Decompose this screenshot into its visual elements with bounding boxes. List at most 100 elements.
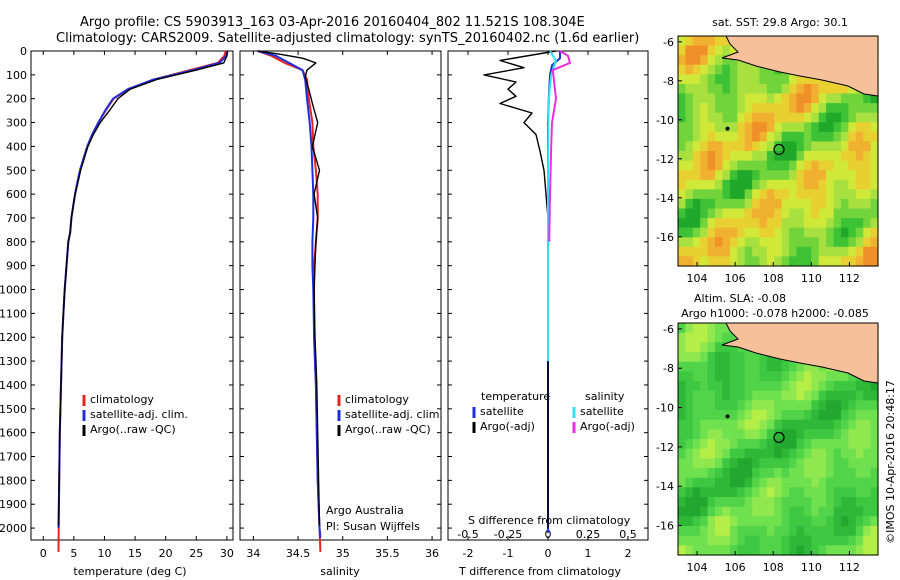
sla-map-cell [707,419,716,430]
sla-map-cell [692,468,701,479]
sst-map-cell [729,83,738,95]
sla-map-cell [841,506,849,517]
sla-map-cell [759,516,768,527]
sst-map-cell [774,103,783,114]
sla-map-cell [685,410,694,421]
sla-map-cell [781,448,790,459]
sla-map-cell [833,400,842,411]
sla-map-cell [722,545,731,556]
sla-map-cell [744,487,753,498]
sla-map-cell [848,545,857,556]
sla-map-cell [818,410,827,421]
depth-tick-label: 1100 [0,307,27,320]
sla-map-cell [729,448,738,459]
sla-map-cell [700,352,709,363]
sst-map-cell [870,160,879,171]
sla-map-cell [707,361,716,372]
sla-map-cell [811,526,820,537]
sst-map-cell [678,237,686,248]
sla-map-cell [855,458,864,469]
sla-map-cell [737,381,746,392]
sla-map-cell [766,535,775,546]
sla-map-cell [707,458,716,469]
sst-map-cell [863,198,872,210]
sla-map-cell [685,381,694,392]
sla-map-cell [737,429,746,440]
sla-map-cell [744,352,753,363]
sst-map-cell [759,112,768,123]
sst-map-cell [818,256,827,267]
sst-map-cell [855,256,864,267]
sst-map-cell [752,246,761,257]
sst-map-cell [685,103,694,114]
sst-map-cell [685,45,694,56]
sla-map-cell [863,516,872,527]
sst-map-cell [870,122,879,133]
sla-map-cell [774,429,783,440]
sst-map-cell [744,237,753,248]
sst-map-cell [678,218,686,229]
sla-map-cell [833,419,842,430]
sla-map-cell [707,526,716,537]
sla-map-cell [826,545,835,556]
sst-map-cell [803,227,812,238]
sst-map-cell [737,151,746,162]
sla-map-cell [737,458,746,469]
sla-map-cell [707,371,716,382]
sla-map-cell [833,468,842,479]
sst-map-cell [766,112,775,123]
sla-map-cell [759,448,768,459]
sst-map-cell [737,256,746,267]
sst-map-cell [781,256,790,267]
sla-map-cell [781,371,790,382]
sst-map-cell [737,208,746,219]
sla-map-cell [752,410,761,421]
sst-map-cell [863,122,872,133]
sst-map-cell [752,93,761,104]
sst-map-cell [752,170,761,181]
sst-map-cell [774,208,783,219]
sst-map-cell [744,112,753,123]
sla-map-cell [811,410,820,421]
sla-map-cell [811,477,820,488]
sst-map-cell [818,131,827,142]
sst-map-cell [707,246,716,257]
salinity-note-1: Argo Australia [326,504,404,517]
sla-map-cell [766,448,775,459]
sst-map-cell [752,198,761,210]
sst-map-cell [818,122,827,133]
sla-map-cell [737,400,746,411]
sla-map-cell [781,419,790,430]
sla-map-cell [715,535,723,546]
sst-map-cell [707,55,716,66]
sla-map-cell [678,323,686,334]
sla-map-ytick-label: -14 [656,480,674,493]
sst-map-cell [833,189,842,200]
sst-map-cell [737,246,746,257]
sla-map-cell [759,400,768,411]
sla-map-cell [789,381,798,392]
sst-map-cell [826,112,835,123]
sla-map-cell [678,487,686,498]
sst-map-cell [744,227,753,238]
sst-map-cell [789,160,798,171]
sst-map-cell [826,122,835,133]
sla-map-cell [863,429,872,440]
sla-map-cell [744,439,753,450]
sla-map-cell [841,390,849,401]
sla-map-cell [818,526,827,537]
sla-map-cell [737,371,746,382]
sla-map-cell [685,477,694,488]
sst-map-cell [855,246,864,257]
sla-map-cell [707,332,716,343]
sst-map-cell [737,74,746,85]
sst-map-cell [744,83,753,95]
sla-map-cell [766,361,775,372]
sla-map-cell [752,477,761,488]
sla-map-cell [715,410,723,421]
sla-map-cell [715,381,723,392]
sst-map-cell [774,218,783,229]
sst-map-cell [803,112,812,123]
sst-map-cell [848,141,857,152]
sla-map-cell [766,487,775,498]
